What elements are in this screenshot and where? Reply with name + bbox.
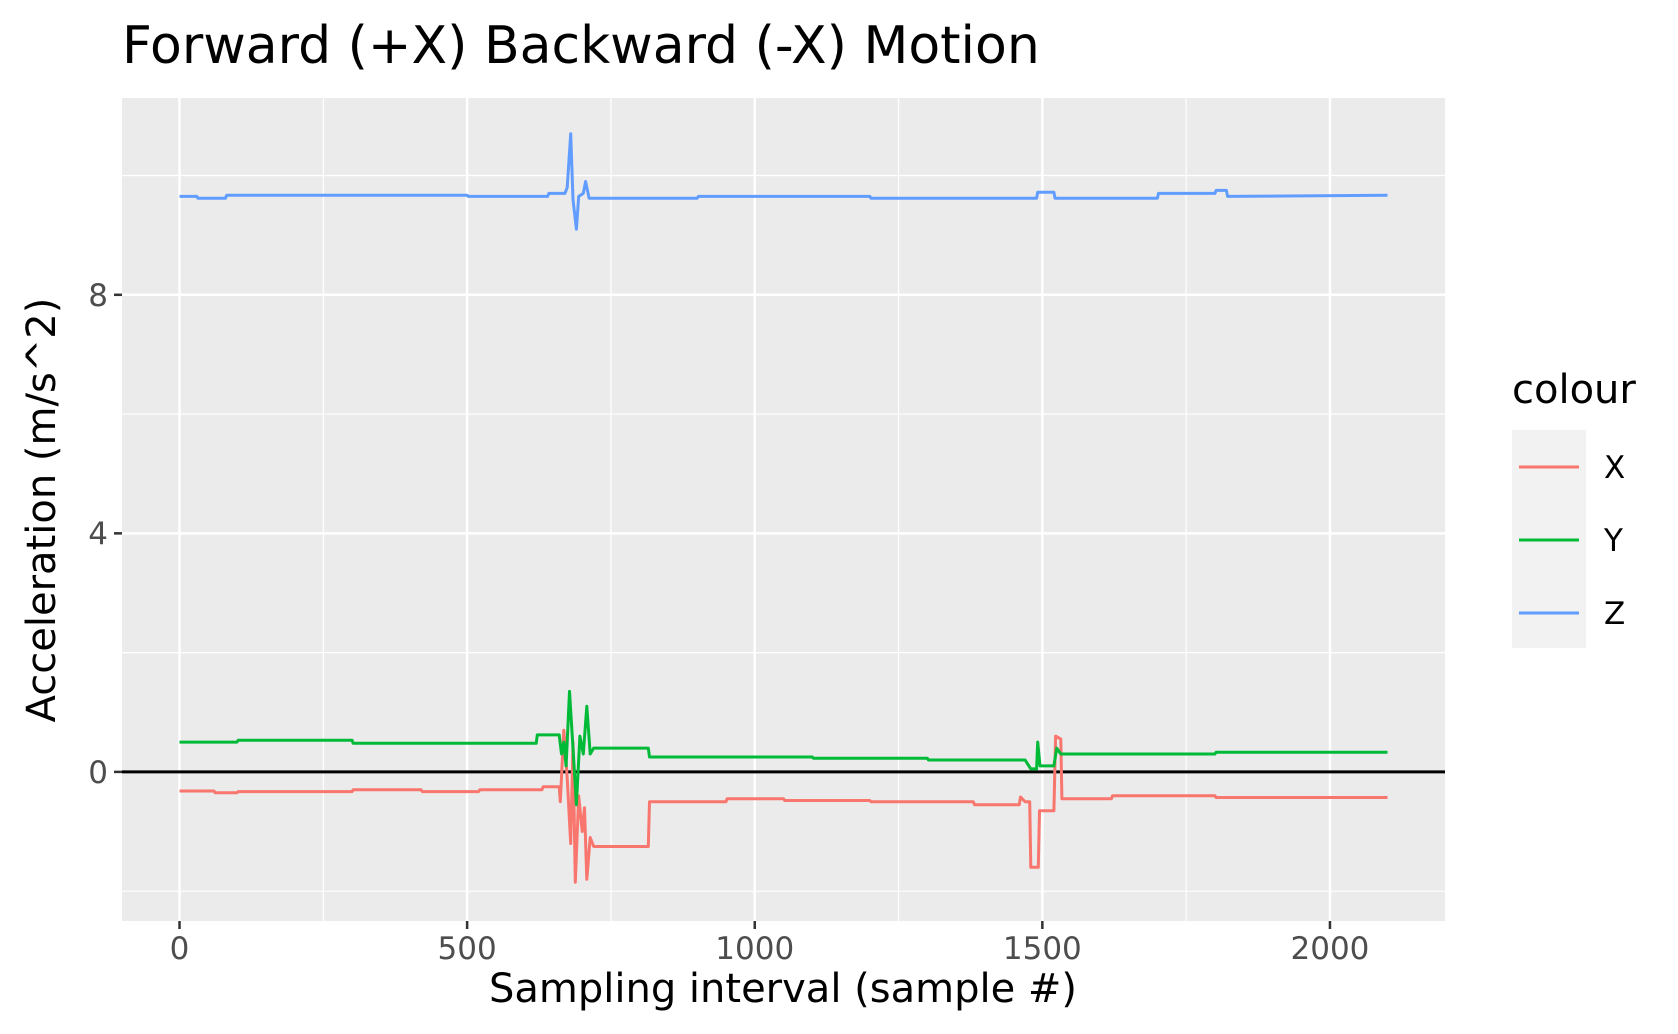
y-tick-label: 0: [88, 755, 108, 791]
x-tick-label: 0: [170, 931, 190, 967]
plot-panel: [122, 98, 1445, 921]
legend: colour X Y Z: [1512, 367, 1636, 648]
legend-label-y: Y: [1603, 523, 1623, 559]
y-tick-label: 8: [88, 278, 108, 314]
legend-label-x: X: [1604, 450, 1625, 486]
x-tick-label: 500: [438, 931, 497, 967]
y-tick-label: 4: [88, 516, 108, 552]
x-tick-label: 1500: [1003, 931, 1082, 967]
x-tick-label: 1000: [715, 931, 794, 967]
y-axis: 0 4 8: [88, 278, 122, 791]
chart-title: Forward (+X) Backward (-X) Motion: [122, 16, 1040, 76]
x-axis-title: Sampling interval (sample #): [489, 966, 1077, 1012]
legend-label-z: Z: [1604, 596, 1625, 632]
series-lines: [179, 132, 1388, 884]
series-line-x: [179, 728, 1388, 884]
x-axis: 0 500 1000 1500 2000: [170, 921, 1370, 967]
series-line-y: [179, 689, 1388, 807]
y-axis-title: Acceleration (m/s^2): [19, 298, 65, 723]
series-line-z: [179, 132, 1388, 231]
minor-gridlines: [122, 98, 1445, 921]
x-tick-label: 2000: [1291, 931, 1370, 967]
legend-title: colour: [1512, 367, 1636, 413]
